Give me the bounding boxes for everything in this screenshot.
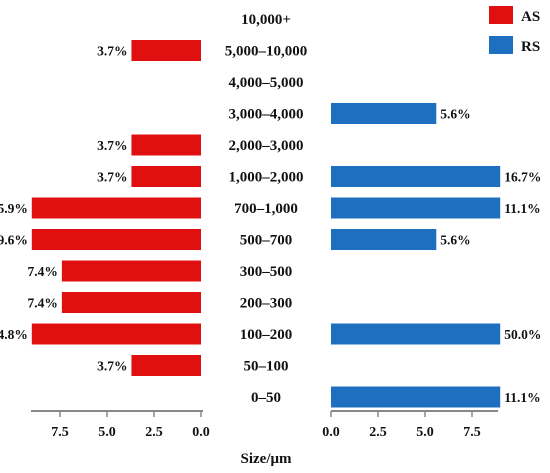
right-axis-ticks-group: 0.0 2.5 5.0 7.5 <box>322 411 481 440</box>
as-value-label-5-000-10-000: 3.7% <box>97 44 127 59</box>
rs-bar-0-50 <box>331 386 501 408</box>
left-axis-ticks-group: 7.5 5.0 2.5 0.0 <box>51 411 210 440</box>
as-bars-group <box>31 40 201 376</box>
rs-value-label-100-200: 50.0% <box>504 327 541 342</box>
as-value-label-700-1-000: 25.9% <box>0 201 28 216</box>
left-axis-tick-label-0-0: 0.0 <box>192 425 210 440</box>
as-bar-200-300 <box>61 292 201 313</box>
rs-bar-1-000-2-000 <box>331 166 501 187</box>
category-label-2-000-3-000: 2,000–3,000 <box>229 138 304 154</box>
category-label-5-000-10-000: 5,000–10,000 <box>225 44 308 60</box>
category-label-3-000-4-000: 3,000–4,000 <box>229 107 304 123</box>
rs-bar-500-700 <box>331 229 437 250</box>
as-bar-5-000-10-000 <box>131 40 201 61</box>
legend-label-rs: RS <box>521 39 540 55</box>
as-value-label-1-000-2-000: 3.7% <box>97 170 127 185</box>
category-label-500-700: 500–700 <box>240 233 293 249</box>
left-axis-tick-label-7-5: 7.5 <box>51 425 69 440</box>
as-value-label-50-100: 3.7% <box>97 359 127 374</box>
x-axis-title: Size/μm <box>241 451 292 467</box>
category-label-1-000-2-000: 1,000–2,000 <box>229 170 304 186</box>
category-label-700-1-000: 700–1,000 <box>234 201 298 217</box>
right-axis-tick-label-0-0: 0.0 <box>322 425 340 440</box>
rs-bar-700-1-000 <box>331 197 501 219</box>
category-label-100-200: 100–200 <box>240 327 293 343</box>
legend: AS RS <box>489 6 540 55</box>
legend-swatch-as <box>489 6 513 24</box>
rs-bars-group <box>331 103 501 408</box>
as-bar-50-100 <box>131 355 201 376</box>
as-value-label-500-700: 29.6% <box>0 233 28 248</box>
as-bar-1-000-2-000 <box>131 166 201 187</box>
rs-bar-3-000-4-000 <box>331 103 437 124</box>
left-axis-tick-label-5-0: 5.0 <box>98 425 116 440</box>
as-value-label-200-300: 7.4% <box>28 296 58 311</box>
left-axis-tick-label-2-5: 2.5 <box>145 425 163 440</box>
as-value-label-2-000-3-000: 3.7% <box>97 138 127 153</box>
right-axis-tick-label-2-5: 2.5 <box>369 425 387 440</box>
rs-value-label-0-50: 11.1% <box>504 390 540 405</box>
as-bar-2-000-3-000 <box>131 134 201 156</box>
value-labels-group: 3.7% 3.7% 3.7% 25.9% 29.6% 7.4% 7.4% 14.8% 3.7% 5… <box>0 44 541 406</box>
rs-value-label-3-000-4-000: 5.6% <box>440 107 470 122</box>
legend-label-as: AS <box>521 9 540 25</box>
category-label-4-000-5-000: 4,000–5,000 <box>229 75 304 91</box>
as-value-label-300-500: 7.4% <box>28 264 58 279</box>
as-bar-500-700 <box>31 229 201 250</box>
rs-value-label-700-1-000: 11.1% <box>504 201 540 216</box>
category-label-300-500: 300–500 <box>240 264 293 280</box>
right-axis-tick-label-7-5: 7.5 <box>463 425 481 440</box>
category-label-0-50: 0–50 <box>251 390 281 406</box>
as-bar-700-1-000 <box>31 197 201 219</box>
rs-value-label-500-700: 5.6% <box>440 233 470 248</box>
as-value-label-100-200: 14.8% <box>0 327 28 342</box>
rs-bar-100-200 <box>331 323 501 345</box>
category-label-50-100: 50–100 <box>244 359 289 375</box>
category-labels-group: 10,000+ 5,000–10,000 4,000–5,000 3,000–4,00… <box>225 12 308 406</box>
rs-value-label-1-000-2-000: 16.7% <box>504 170 541 185</box>
legend-swatch-rs <box>489 36 513 54</box>
as-bar-300-500 <box>61 260 201 282</box>
as-bar-100-200 <box>31 323 201 345</box>
right-axis-tick-label-5-0: 5.0 <box>416 425 434 440</box>
category-label-200-300: 200–300 <box>240 296 293 312</box>
category-label-10-000: 10,000+ <box>241 12 291 28</box>
